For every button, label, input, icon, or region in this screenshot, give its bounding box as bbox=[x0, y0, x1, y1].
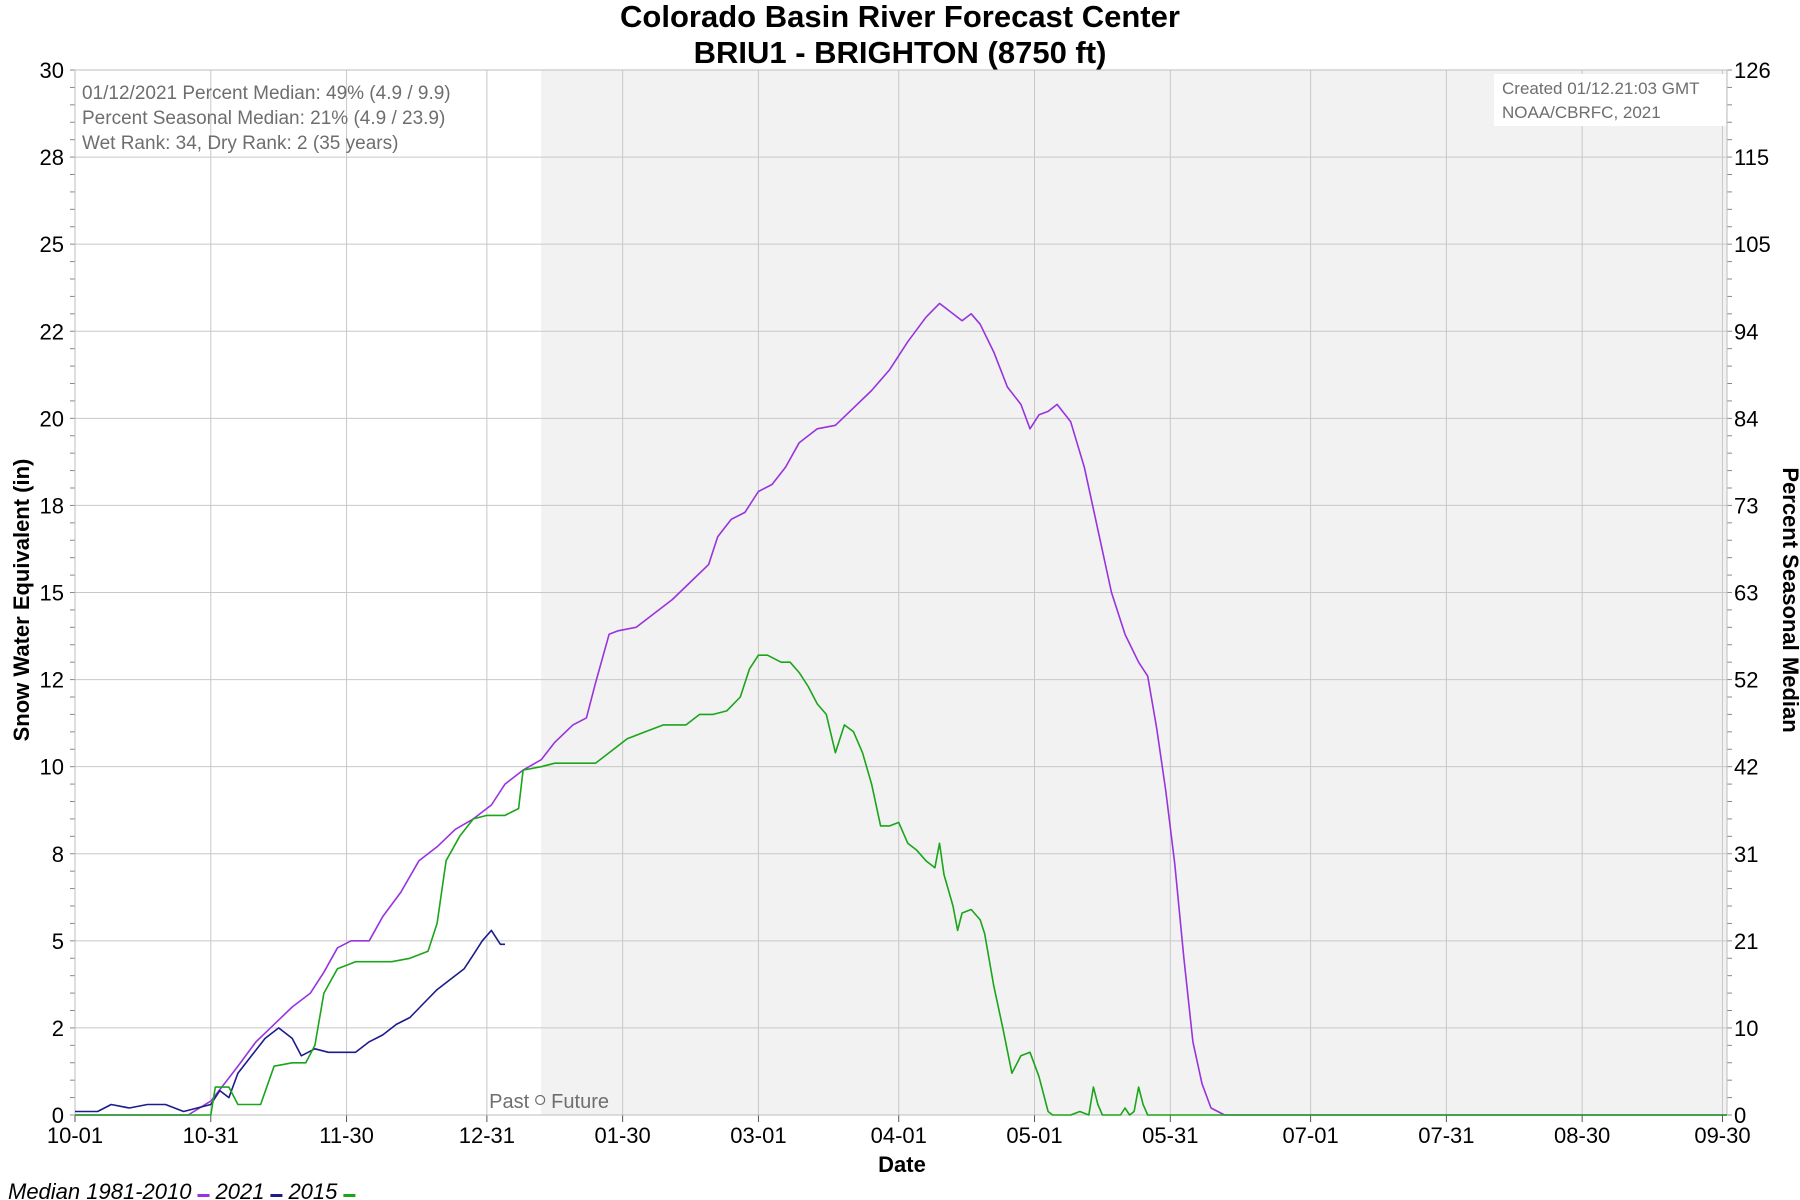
legend-swatch-2021 bbox=[270, 1194, 283, 1197]
legend-label-median: Median 1981-2010 bbox=[8, 1179, 192, 1200]
plot-border bbox=[74, 69, 1728, 1116]
median-line bbox=[75, 302, 1727, 1116]
x-tick-label: 10-01 bbox=[47, 1123, 103, 1148]
series-layer bbox=[75, 302, 1727, 1116]
legend-swatch-median bbox=[197, 1194, 210, 1197]
y2-tick-label: 94 bbox=[1734, 319, 1758, 344]
y2-tick-label: 21 bbox=[1734, 929, 1758, 954]
y-tick-label: 25 bbox=[40, 232, 64, 257]
y-tick-label: 2 bbox=[52, 1016, 64, 1041]
credit-created: Created 01/12.21:03 GMT bbox=[1502, 79, 1700, 98]
y-tick-label: 15 bbox=[40, 581, 64, 606]
x-tick-label: 07-31 bbox=[1418, 1123, 1474, 1148]
y-tick-label: 30 bbox=[40, 58, 64, 83]
info-percent-seasonal: Percent Seasonal Median: 21% (4.9 / 23.9… bbox=[82, 108, 445, 129]
x-tick-label: 10-31 bbox=[183, 1123, 239, 1148]
legend-label-2015: 2015 bbox=[287, 1179, 338, 1200]
past-label: Past bbox=[489, 1091, 529, 1113]
y2-tick-label: 63 bbox=[1734, 581, 1758, 606]
y-axis-title: Snow Water Equivalent (in) bbox=[9, 459, 34, 742]
legend-label-2021: 2021 bbox=[214, 1179, 264, 1200]
y2-tick-label: 115 bbox=[1734, 145, 1769, 170]
info-rank: Wet Rank: 34, Dry Rank: 2 (35 years) bbox=[82, 133, 398, 154]
y-tick-label: 20 bbox=[40, 406, 64, 431]
y2-tick-label: 126 bbox=[1734, 58, 1771, 83]
y2-axis-title: Percent Seasonal Median bbox=[1778, 467, 1800, 732]
credit-agency: NOAA/CBRFC, 2021 bbox=[1502, 103, 1661, 122]
y2-tick-label: 0 bbox=[1734, 1103, 1746, 1128]
y2-tick-label: 73 bbox=[1734, 493, 1758, 518]
y2-tick-label: 31 bbox=[1734, 842, 1758, 867]
series-2015-line bbox=[75, 654, 1727, 1116]
x-tick-label: 03-01 bbox=[730, 1123, 786, 1148]
x-tick-label: 12-31 bbox=[459, 1123, 515, 1148]
y-tick-label: 22 bbox=[40, 319, 64, 344]
y2-tick-label: 52 bbox=[1734, 668, 1758, 693]
y-tick-label: 10 bbox=[40, 755, 64, 780]
legend: Median 1981-2010 2021 2015 bbox=[8, 1179, 356, 1200]
past-future-marker: Past Future bbox=[489, 1091, 609, 1113]
y-tick-label: 8 bbox=[52, 842, 64, 867]
x-tick-label: 07-01 bbox=[1282, 1123, 1338, 1148]
series-2021-line bbox=[75, 929, 505, 1113]
x-axis-title: Date bbox=[878, 1152, 926, 1177]
y-tick-label: 12 bbox=[40, 668, 64, 693]
x-tick-label: 01-30 bbox=[595, 1123, 651, 1148]
y2-tick-label: 105 bbox=[1734, 232, 1771, 257]
x-tick-label: 09-30 bbox=[1694, 1123, 1750, 1148]
today-marker-icon bbox=[535, 1094, 546, 1106]
y-tick-label: 28 bbox=[40, 145, 64, 170]
info-percent-median: 01/12/2021 Percent Median: 49% (4.9 / 9.… bbox=[82, 83, 451, 104]
x-tick-label: 05-31 bbox=[1142, 1123, 1198, 1148]
future-label: Future bbox=[551, 1091, 609, 1113]
x-tick-label: 11-30 bbox=[319, 1123, 374, 1148]
y2-tick-label: 42 bbox=[1734, 755, 1758, 780]
tick-labels: 10-01 10-31 11-30 12-31 01-30 03-01 04-01 05-01… bbox=[40, 58, 1771, 1148]
x-tick-label: 04-01 bbox=[871, 1123, 927, 1148]
y2-tick-label: 10 bbox=[1734, 1016, 1758, 1041]
chart-subtitle: BRIU1 - BRIGHTON (8750 ft) bbox=[694, 35, 1107, 70]
legend-swatch-2015 bbox=[343, 1194, 356, 1197]
y-tick-label: 18 bbox=[40, 493, 64, 518]
x-tick-label: 05-01 bbox=[1006, 1123, 1062, 1148]
credit-box bbox=[1494, 74, 1726, 126]
y2-tick-label: 84 bbox=[1734, 406, 1758, 431]
y-tick-label: 0 bbox=[52, 1103, 64, 1128]
x-tick-label: 08-30 bbox=[1554, 1123, 1610, 1148]
y-tick-label: 5 bbox=[52, 929, 64, 954]
chart-title: Colorado Basin River Forecast Center bbox=[620, 0, 1180, 34]
